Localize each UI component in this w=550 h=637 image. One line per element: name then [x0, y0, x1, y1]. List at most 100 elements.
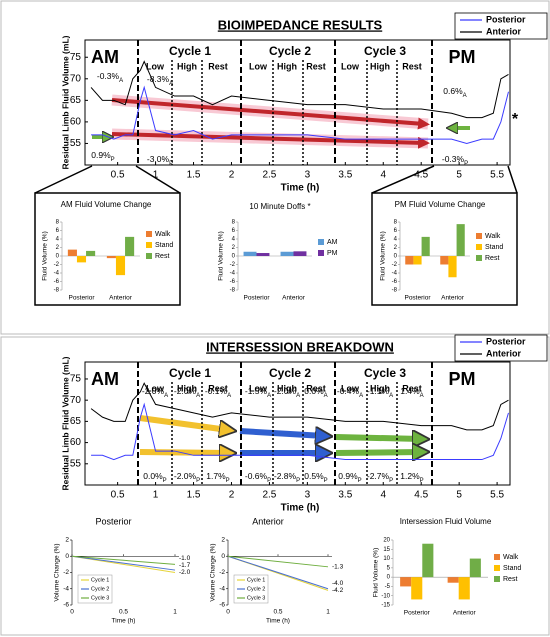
annotation-text: -1.1% [367, 386, 390, 396]
y-tick-label: 0 [56, 254, 60, 260]
annotation: 1.2%P [400, 471, 423, 483]
bar [280, 251, 294, 256]
y-tick-label: 10 [383, 556, 390, 562]
y-tick-label: 6 [394, 228, 398, 234]
y-tick-label: 4 [394, 237, 398, 243]
annotation-text: 1.7% [206, 471, 226, 481]
x-tick-label: 0 [226, 609, 230, 616]
sub-phase-label: Low [146, 61, 165, 71]
legend-label: Walk [155, 231, 171, 238]
annotation: -2.0%A [142, 386, 168, 398]
connector [135, 165, 181, 194]
sub-phase-label: Low [146, 383, 165, 393]
x-tick-label: Posterior [404, 295, 431, 302]
bar [293, 251, 307, 256]
annotation-subscript: P [358, 478, 362, 484]
annotation-text: -0.6% [245, 471, 268, 481]
annotation-text: -3.0% [147, 154, 170, 164]
y-axis-label: Fluid Volume (%) [380, 231, 387, 281]
x-tick-label: 2.5 [262, 170, 276, 181]
sub-phase-label: Rest [306, 383, 326, 393]
chart-title: Posterior [95, 516, 131, 526]
legend-swatch [476, 255, 482, 261]
bar [447, 577, 459, 583]
annotation: -2.0%A [174, 386, 200, 398]
legend-label: Cycle 1 [247, 577, 265, 583]
y-tick-label: 4 [232, 237, 236, 243]
sub-phase-label: High [277, 383, 297, 393]
x-tick-label: 1 [153, 490, 159, 501]
x-tick-label: 3 [305, 490, 311, 501]
y-tick-label: -6 [230, 279, 236, 285]
bar [400, 577, 412, 587]
annotation-subscript: P [389, 478, 393, 484]
phase-label: Cycle 2 [269, 44, 311, 58]
legend-label: Cycle 2 [247, 586, 265, 592]
annotation: 0.6%A [443, 86, 466, 98]
x-tick-label: 5.5 [490, 490, 504, 501]
y-tick-label: 60 [70, 437, 82, 448]
annotation-text: 0.0% [304, 386, 324, 396]
y-tick-label: -10 [381, 593, 390, 599]
annotation: 1.7%P [206, 471, 229, 483]
sub-phase-label: High [177, 61, 197, 71]
y-axis-label: Residual Limb Fluid Volume (mL) [60, 356, 70, 490]
legend-label: Stand [503, 565, 521, 572]
annotation-subscript: A [227, 393, 231, 399]
annotation-subscript: P [226, 478, 230, 484]
y-tick-label: 8 [394, 220, 398, 226]
annotation-subscript: P [111, 157, 115, 163]
bar [405, 256, 414, 265]
series-line [227, 555, 329, 568]
y-tick-label: -5 [385, 584, 391, 590]
y-tick-label: -6 [392, 279, 398, 285]
chart-title: PM Fluid Volume Change [395, 200, 486, 209]
annotation-text: -2.0% [174, 386, 197, 396]
annotation: -0.3%P [442, 154, 468, 166]
annotation-subscript: A [119, 78, 123, 84]
y-tick-label: -4 [63, 585, 69, 592]
annotation-subscript: P [163, 478, 167, 484]
annotation: -2.0%A [274, 386, 300, 398]
annotation-text: 1.2% [400, 471, 420, 481]
y-tick-label: 70 [70, 395, 82, 406]
annotation-text: 1.4% [400, 386, 420, 396]
annotation-subscript: P [464, 161, 468, 167]
x-tick-label: 2 [229, 490, 235, 501]
annotation-subscript: A [196, 393, 200, 399]
legend-label: Anterior [486, 26, 522, 36]
x-tick-label: 1.5 [187, 490, 201, 501]
x-tick-label: Posterior [68, 295, 95, 302]
annotation: 0.9%P [338, 471, 361, 483]
bar [243, 251, 257, 256]
annotation: -0.1%A [205, 386, 231, 398]
bar [440, 256, 449, 265]
y-tick-label: -6 [54, 279, 60, 285]
series-line [91, 85, 509, 144]
legend-label: Posterior [486, 14, 526, 24]
y-tick-label: 0 [221, 553, 225, 560]
x-axis-label: Time (h) [266, 618, 290, 625]
legend-label: PM [327, 250, 338, 257]
annotation: -0.3%A [97, 71, 123, 83]
x-axis-label: Time (h) [281, 183, 320, 194]
x-tick-label: 4 [380, 170, 386, 181]
annotation: -1.5%A [245, 386, 271, 398]
annotation-subscript: P [267, 478, 271, 484]
bar [458, 577, 470, 600]
y-tick-label: 65 [70, 416, 82, 427]
annotation: 0.0%P [143, 471, 166, 483]
x-tick-label: 0.5 [111, 490, 125, 501]
annotation: -1.1%A [367, 386, 393, 398]
annotation-subscript: P [420, 478, 424, 484]
annotation-text: -2.8% [274, 471, 297, 481]
annotation-text: -2.0% [174, 471, 197, 481]
series-line [227, 555, 329, 590]
annotation-subscript: P [169, 161, 173, 167]
y-tick-label: 5 [387, 565, 391, 571]
annotation-subscript: A [296, 393, 300, 399]
x-tick-label: 5.5 [490, 170, 504, 181]
annotation-mark: * [512, 111, 519, 128]
annotation-text: -1.5% [245, 386, 268, 396]
